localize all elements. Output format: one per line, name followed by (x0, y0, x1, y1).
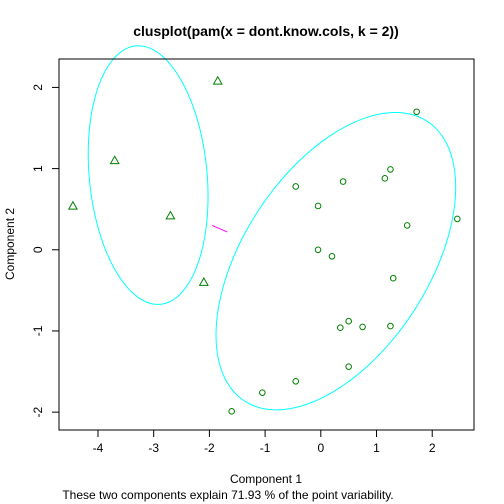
data-points (67, 75, 461, 415)
cluster-1-point (67, 200, 78, 210)
y-tick-label: 1 (31, 165, 45, 172)
y-tick-label: 0 (31, 246, 45, 253)
cluster-distance-segment (211, 224, 228, 233)
cluster-2-point (387, 166, 394, 173)
cluster-2-point (228, 408, 235, 415)
cluster-connector (211, 224, 228, 233)
cluster-2-point (359, 323, 366, 331)
cluster-2-point (339, 178, 347, 185)
cluster-1-point (198, 277, 209, 286)
cluster-2-point (345, 363, 352, 370)
plot-frame (58, 58, 475, 431)
cluster-2-point (337, 324, 344, 332)
cluster-2-point (328, 252, 336, 260)
cluster-2-point (314, 246, 322, 254)
x-tick-label: -1 (260, 441, 271, 455)
cluster-2-point (387, 322, 394, 330)
x-tick-label: 2 (429, 441, 436, 455)
cluster-2-point (413, 108, 420, 116)
cluster-ellipses (87, 45, 457, 411)
cluster-2-point (314, 202, 322, 210)
y-axis-label: Component 2 (3, 208, 17, 280)
x-tick-label: -3 (148, 441, 159, 455)
cluster-2-ellipse (215, 111, 457, 411)
cluster-2-point (345, 317, 352, 325)
cluster-1-point (165, 210, 176, 220)
x-tick-label: 1 (373, 441, 380, 455)
cluster-2-point (259, 389, 266, 396)
x-tick-label: -4 (93, 441, 104, 455)
cluster-2-point (389, 274, 397, 282)
cluster-1-point (109, 155, 120, 165)
cluster-2-point (292, 377, 300, 385)
variability-note: These two components explain 71.93 % of … (62, 488, 393, 502)
x-tick-label: -2 (204, 441, 215, 455)
y-tick-label: -1 (31, 325, 45, 336)
x-tick-label: 0 (317, 441, 324, 455)
x-axis-label: Component 1 (230, 472, 302, 486)
cluster-2-point (381, 175, 389, 182)
y-tick-label: -2 (31, 406, 45, 417)
chart-title: clusplot(pam(x = dont.know.cols, k = 2)) (133, 23, 399, 39)
cluster-1-ellipse (87, 45, 209, 305)
cluster-2-point (292, 183, 300, 190)
y-tick-label: 2 (31, 84, 45, 91)
cluster-2-point (453, 215, 461, 223)
cluster-2-point (403, 222, 411, 229)
axes: -4 -3 -2 -1 0 1 2 -2 -1 0 1 2 (31, 84, 436, 455)
cluster-1-point (212, 75, 223, 85)
